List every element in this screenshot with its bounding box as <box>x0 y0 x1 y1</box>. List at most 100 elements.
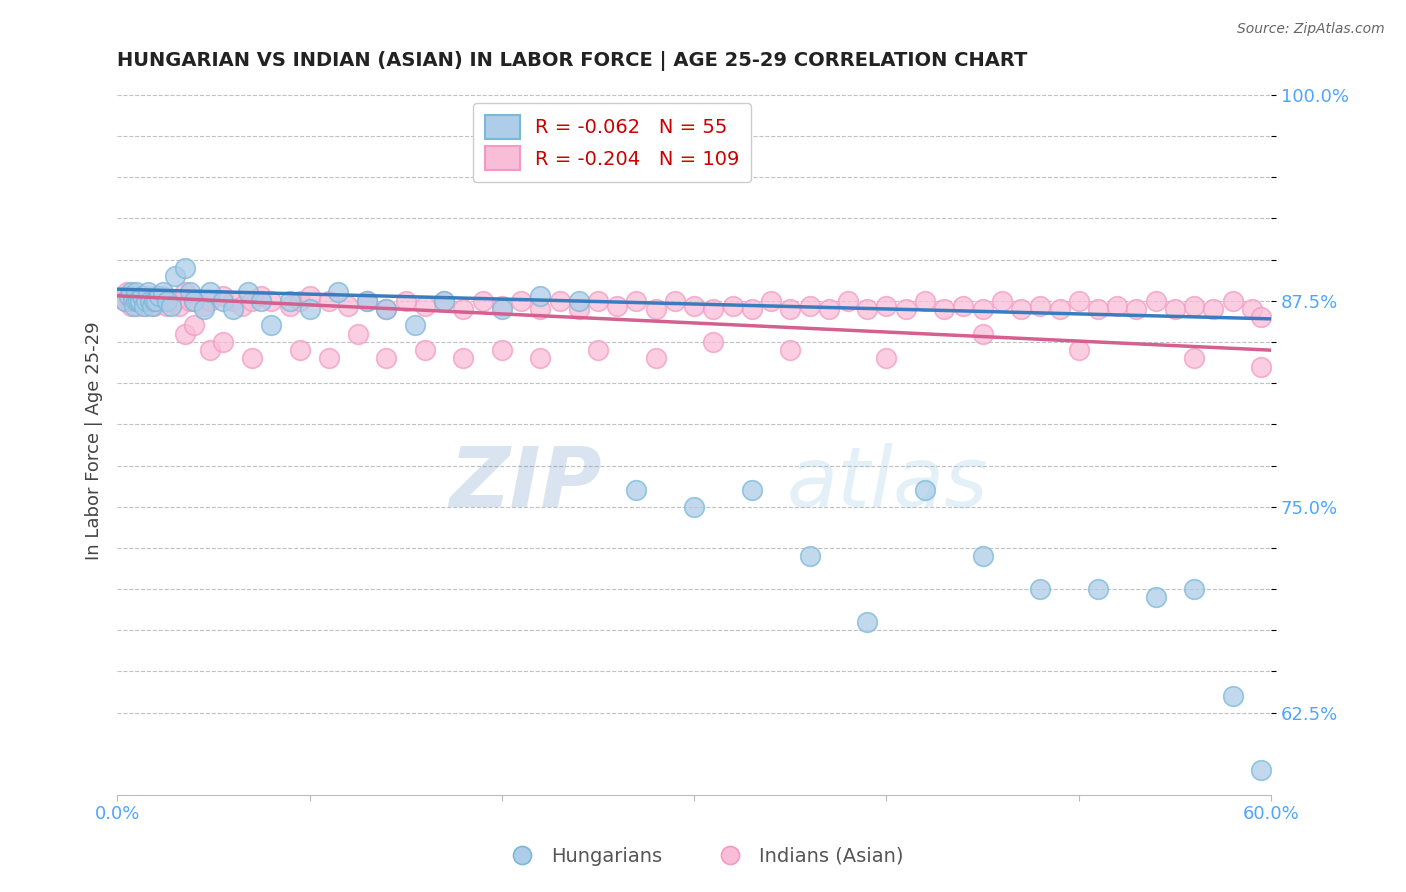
Point <box>156 293 179 308</box>
Point <box>1029 582 1052 596</box>
Point <box>288 293 311 308</box>
Point <box>779 343 801 358</box>
Point <box>212 289 235 303</box>
Point <box>125 293 148 308</box>
Point <box>568 301 591 316</box>
Point <box>529 351 551 366</box>
Point <box>183 293 205 308</box>
Point <box>510 293 533 308</box>
Point <box>142 293 165 308</box>
Point <box>198 343 221 358</box>
Point <box>683 500 706 514</box>
Point <box>236 285 259 300</box>
Point <box>568 293 591 308</box>
Point <box>837 293 859 308</box>
Legend: Hungarians, Indians (Asian): Hungarians, Indians (Asian) <box>495 838 911 873</box>
Point <box>375 301 398 316</box>
Point <box>664 293 686 308</box>
Point <box>404 318 426 333</box>
Point <box>471 293 494 308</box>
Point <box>395 293 418 308</box>
Point <box>173 260 195 275</box>
Point <box>1240 301 1263 316</box>
Point <box>156 299 179 313</box>
Point <box>972 326 994 341</box>
Point <box>702 334 724 349</box>
Point <box>198 285 221 300</box>
Point <box>606 299 628 313</box>
Point <box>318 293 340 308</box>
Point <box>1182 582 1205 596</box>
Point <box>250 293 273 308</box>
Text: ZIP: ZIP <box>449 442 602 524</box>
Point <box>934 301 956 316</box>
Point <box>972 549 994 563</box>
Point <box>741 301 763 316</box>
Point <box>683 299 706 313</box>
Point <box>759 293 782 308</box>
Point <box>136 285 159 300</box>
Point <box>179 293 201 308</box>
Point <box>145 289 167 303</box>
Point <box>1250 310 1272 325</box>
Point <box>336 299 359 313</box>
Point <box>346 326 368 341</box>
Point <box>1087 582 1109 596</box>
Point <box>160 293 183 308</box>
Point <box>453 351 475 366</box>
Point <box>118 289 141 303</box>
Point <box>139 293 162 308</box>
Point <box>375 301 398 316</box>
Point <box>491 301 513 316</box>
Point <box>856 615 879 629</box>
Point <box>121 293 143 308</box>
Point <box>779 301 801 316</box>
Point <box>152 289 174 303</box>
Legend: R = -0.062   N = 55, R = -0.204   N = 109: R = -0.062 N = 55, R = -0.204 N = 109 <box>472 103 751 182</box>
Point <box>586 343 609 358</box>
Point <box>318 351 340 366</box>
Point <box>114 293 136 308</box>
Point <box>914 293 936 308</box>
Point <box>817 301 839 316</box>
Point <box>413 343 436 358</box>
Point <box>548 293 571 308</box>
Point <box>136 289 159 303</box>
Point <box>240 293 263 308</box>
Point <box>231 299 253 313</box>
Point <box>141 293 163 308</box>
Point <box>160 299 183 313</box>
Point <box>163 268 186 283</box>
Point <box>125 285 148 300</box>
Point <box>1125 301 1147 316</box>
Point <box>491 343 513 358</box>
Point <box>991 293 1014 308</box>
Point <box>1144 293 1167 308</box>
Point <box>1067 293 1090 308</box>
Point <box>586 293 609 308</box>
Point <box>1144 591 1167 605</box>
Point <box>1107 299 1129 313</box>
Point <box>741 483 763 498</box>
Point <box>129 289 152 303</box>
Point <box>1029 299 1052 313</box>
Point <box>1182 351 1205 366</box>
Point <box>118 293 141 308</box>
Text: Source: ZipAtlas.com: Source: ZipAtlas.com <box>1237 22 1385 37</box>
Point <box>875 351 897 366</box>
Point <box>799 549 821 563</box>
Point <box>1049 301 1071 316</box>
Point <box>173 285 195 300</box>
Point <box>298 289 321 303</box>
Point <box>413 299 436 313</box>
Point <box>1164 301 1187 316</box>
Point <box>278 293 301 308</box>
Point <box>894 301 917 316</box>
Point <box>328 285 350 300</box>
Point <box>212 334 235 349</box>
Point <box>356 293 378 308</box>
Point <box>132 299 155 313</box>
Point <box>433 293 456 308</box>
Point <box>131 289 153 303</box>
Point <box>142 299 165 313</box>
